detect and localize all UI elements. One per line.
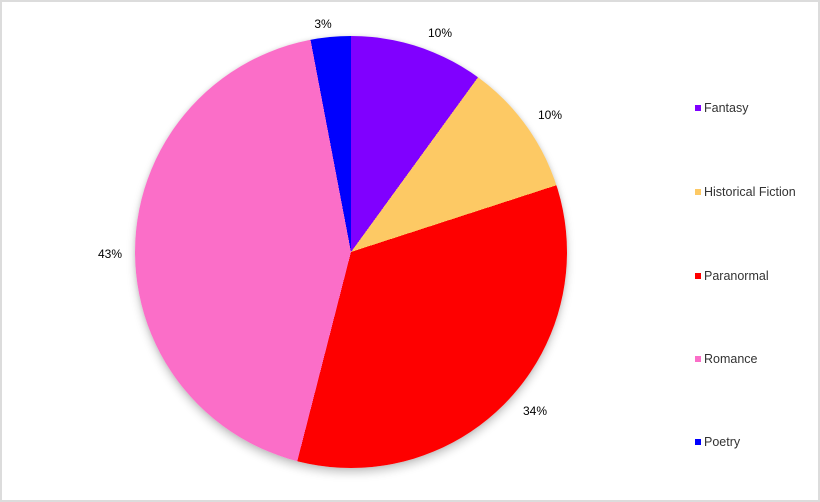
legend-label-romance: Romance [704,352,758,366]
slice-label-historical-fiction: 10% [537,108,563,122]
legend-label-paranormal: Paranormal [704,269,769,283]
legend-label-fantasy: Fantasy [704,101,749,115]
chart-legend: Fantasy Historical Fiction Paranormal Ro… [695,2,815,500]
legend-item-historical-fiction: Historical Fiction [695,185,796,199]
legend-label-poetry: Poetry [704,435,741,449]
pie-chart [135,36,567,468]
legend-swatch-romance [695,356,701,362]
slice-label-fantasy: 10% [427,26,453,40]
slice-label-paranormal: 34% [522,404,548,418]
legend-label-historical-fiction: Historical Fiction [704,185,796,199]
legend-swatch-historical-fiction [695,189,701,195]
slice-label-poetry: 3% [314,17,332,31]
legend-item-poetry: Poetry [695,435,740,449]
legend-swatch-paranormal [695,273,701,279]
legend-swatch-poetry [695,439,701,445]
legend-item-fantasy: Fantasy [695,101,748,115]
legend-item-paranormal: Paranormal [695,269,769,283]
legend-item-romance: Romance [695,352,758,366]
slice-label-romance: 43% [97,247,123,261]
legend-swatch-fantasy [695,105,701,111]
